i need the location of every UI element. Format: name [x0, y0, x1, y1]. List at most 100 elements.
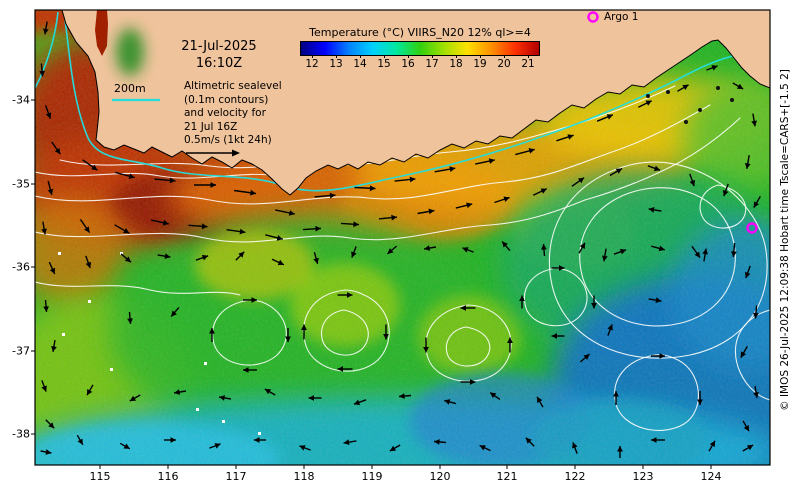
x-axis-tick-label: 117	[225, 470, 247, 483]
flow-arrowhead	[591, 303, 597, 309]
argo-marker	[746, 222, 758, 234]
flow-arrowhead	[490, 392, 497, 399]
flow-arrowhead	[285, 336, 291, 342]
sealevel-contour	[584, 117, 741, 201]
flow-arrowhead	[43, 306, 49, 312]
flow-arrowhead	[615, 168, 623, 174]
sealevel-contour	[699, 184, 747, 229]
flow-arrowhead	[49, 267, 56, 274]
colorbar-tick-label: 21	[521, 58, 535, 70]
colorbar-tickmark	[408, 55, 409, 58]
flow-arrowhead	[479, 445, 486, 451]
flow-arrowhead	[308, 395, 314, 401]
velocity-scale-arrowhead	[232, 149, 240, 157]
flow-arrowhead	[353, 221, 359, 228]
flow-arrowhead	[682, 84, 689, 90]
colorbar-tickmark	[384, 55, 385, 58]
flow-arrowhead	[702, 248, 708, 255]
flow-arrowhead	[541, 244, 547, 250]
flow-arrowhead	[689, 179, 696, 187]
flow-arrowhead	[753, 312, 759, 319]
sealevel-contour	[35, 104, 711, 205]
sealevel-contour	[445, 326, 491, 367]
flow-arrowhead	[301, 324, 307, 330]
flow-arrowhead	[428, 208, 435, 215]
island-dot	[716, 86, 720, 90]
flow-arrowhead	[617, 446, 623, 452]
flow-arrowhead	[743, 425, 749, 432]
colorbar-tickmark	[528, 55, 529, 58]
flow-arrowhead	[162, 219, 169, 226]
flow-arrowhead	[169, 177, 176, 184]
coastal-inlet-water	[95, 10, 108, 56]
flow-arrowhead	[653, 165, 661, 172]
colorbar-tick-label: 12	[305, 58, 319, 70]
island-dot	[698, 108, 702, 112]
colorbar: Temperature (°C) VIIRS_N20 12% ql>=4 12 1…	[298, 26, 542, 71]
flow-arrowhead	[41, 228, 47, 235]
flow-arrowhead	[174, 389, 180, 395]
flow-arrowhead	[528, 148, 535, 154]
colorbar-tick-label: 19	[473, 58, 487, 70]
flow-arrowhead	[54, 148, 61, 155]
flow-arrowhead	[659, 353, 665, 359]
flow-arrowhead	[369, 185, 376, 192]
flow-arrowhead	[613, 391, 619, 397]
altimetry-note-line: and velocity for	[184, 107, 266, 119]
island-dot	[646, 94, 650, 98]
flow-arrowhead	[619, 248, 627, 255]
flow-arrowhead	[329, 192, 336, 199]
flow-arrowhead	[264, 389, 271, 395]
altimetry-note-line: (0.1m contours)	[184, 93, 269, 106]
missing-data-speck	[58, 252, 61, 255]
flow-arrowhead	[128, 173, 135, 179]
sealevel-contour	[734, 309, 770, 401]
flow-arrowhead	[722, 189, 729, 197]
x-axis-tick-label: 118	[293, 470, 315, 483]
missing-data-speck	[196, 408, 199, 411]
colorbar-tick-label: 18	[449, 58, 463, 70]
flow-arrowhead	[740, 351, 746, 358]
flow-arrowhead	[648, 207, 655, 213]
flow-arrowhead	[399, 393, 405, 399]
flow-arrowhead	[239, 228, 246, 235]
y-axis-tick-label: -38	[12, 427, 30, 441]
flow-arrowhead	[583, 354, 590, 360]
flow-arrowhead	[424, 245, 430, 251]
flow-arrowhead	[711, 65, 718, 71]
flow-arrowhead	[210, 182, 216, 188]
island-dot	[684, 120, 688, 124]
flow-arrowhead	[460, 305, 466, 311]
flow-arrowhead	[209, 328, 215, 334]
flow-arrowhead	[651, 437, 657, 443]
flow-arrowhead	[299, 445, 306, 451]
flow-arrowhead	[127, 318, 133, 324]
flow-arrowhead	[602, 255, 608, 262]
flow-arrowhead	[751, 120, 757, 127]
flow-arrowhead	[537, 396, 543, 403]
flow-arrowhead	[731, 251, 737, 257]
flow-arrowhead	[47, 188, 54, 195]
altimetry-note-line: Altimetric sealevel	[184, 80, 282, 92]
flow-arrowhead	[48, 422, 55, 429]
colorbar-tick-label: 17	[425, 58, 439, 70]
flow-arrowhead	[250, 189, 256, 196]
sealevel-contour	[425, 304, 512, 382]
x-axis-tick-label: 122	[564, 470, 586, 483]
missing-data-speck	[62, 333, 65, 336]
altimetry-note-line: 21 Jul 16Z	[184, 120, 238, 133]
sealevel-contour	[35, 281, 241, 296]
flow-arrowhead	[389, 445, 396, 451]
flow-arrowhead	[84, 226, 90, 233]
flow-arrowhead	[606, 114, 613, 120]
flow-arrowhead	[171, 310, 177, 317]
flow-arrowhead	[578, 177, 585, 184]
flow-arrowhead	[434, 439, 440, 445]
x-axis-tick-label: 116	[157, 470, 179, 483]
flow-arrowhead	[462, 247, 469, 253]
argo-float-label: Argo 1	[604, 11, 639, 23]
flow-arrowhead	[353, 399, 361, 406]
flow-arrowhead	[525, 437, 532, 444]
flow-arrowhead	[519, 295, 525, 301]
